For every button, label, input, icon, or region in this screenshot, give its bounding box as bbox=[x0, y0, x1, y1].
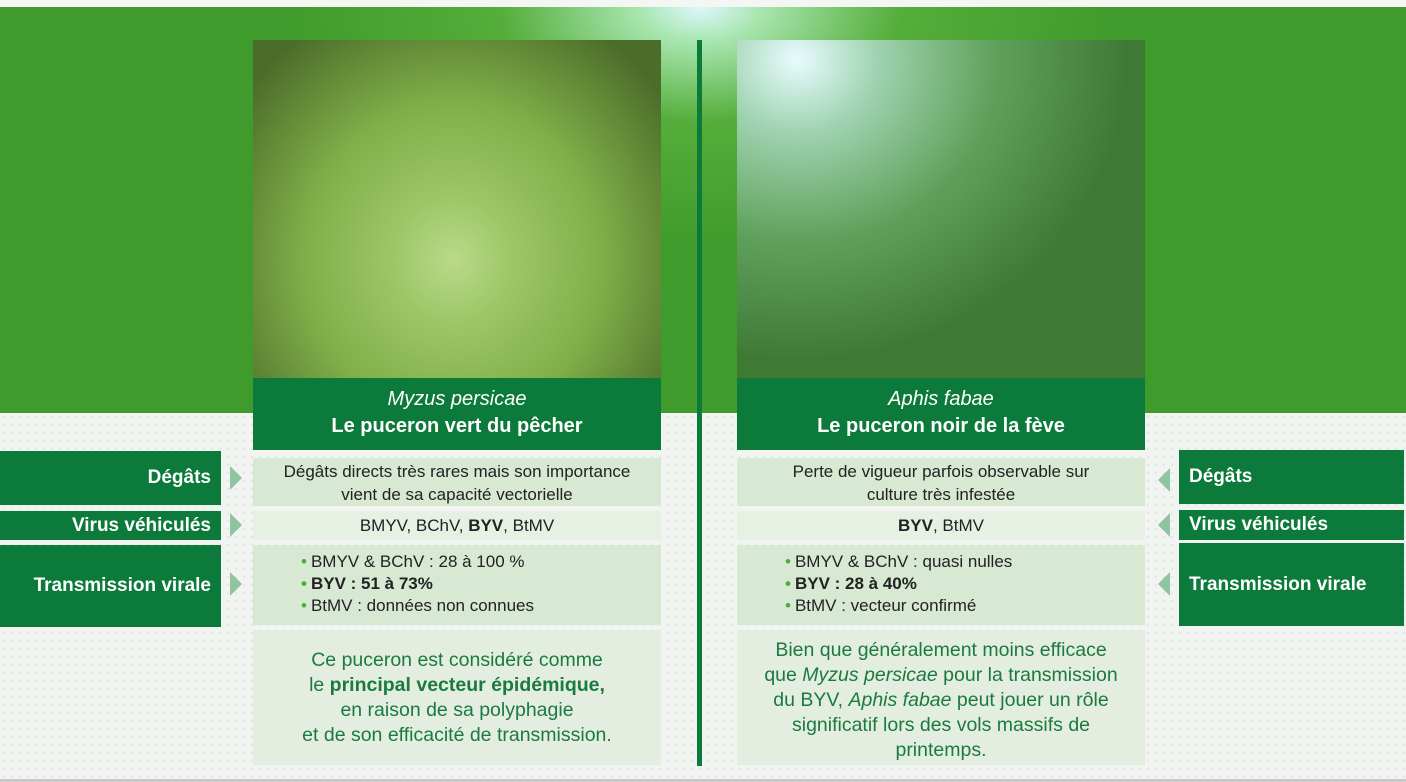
top-green-band bbox=[0, 7, 1406, 413]
degats-text: Perte de vigueur parfois observable sur bbox=[792, 462, 1090, 481]
photo-green-aphid bbox=[253, 40, 661, 378]
note-line: significatif lors des vols massifs de bbox=[791, 714, 1091, 736]
label-degats-right: Dégâts bbox=[1179, 450, 1404, 504]
label-virus-left: Virus véhiculés bbox=[0, 511, 221, 540]
list-item: • BYV : 28 à 40% bbox=[785, 574, 917, 593]
bottom-border bbox=[0, 779, 1406, 782]
arrow-left-icon bbox=[1158, 468, 1170, 492]
list-item: • BMYV & BChV : quasi nulles bbox=[785, 552, 1013, 571]
list-item: • BtMV : vecteur confirmé bbox=[785, 596, 977, 615]
virus-text: , BtMV bbox=[932, 516, 984, 535]
card-myzus-persicae: Myzus persicae Le puceron vert du pêcher… bbox=[253, 40, 661, 765]
common-name: Le puceron vert du pêcher bbox=[331, 415, 583, 437]
degats-text: vient de sa capacité vectorielle bbox=[341, 485, 573, 504]
arrow-right-icon bbox=[230, 466, 242, 490]
note-line: le principal vecteur épidémique, bbox=[309, 674, 605, 696]
arrow-left-icon bbox=[1158, 513, 1170, 537]
scientific-name: Myzus persicae bbox=[387, 388, 527, 410]
virus-row: BMYV, BChV, BYV, BtMV bbox=[253, 511, 661, 540]
note-line: et de son efficacité de transmission. bbox=[302, 724, 612, 746]
list-item: • BtMV : données non connues bbox=[301, 596, 534, 615]
common-name: Le puceron noir de la fève bbox=[817, 415, 1065, 437]
label-virus-right: Virus véhiculés bbox=[1179, 510, 1404, 540]
note-line: Bien que généralement moins efficace bbox=[775, 639, 1107, 661]
transmission-row: • BMYV & BChV : quasi nulles • BYV : 28 à … bbox=[737, 545, 1145, 625]
card-header: Myzus persicae Le puceron vert du pêcher bbox=[253, 378, 661, 450]
note-line: en raison de sa polyphagie bbox=[340, 699, 574, 721]
virus-text: , BtMV bbox=[503, 516, 555, 535]
scientific-name: Aphis fabae bbox=[888, 388, 994, 410]
note-line: printemps. bbox=[895, 739, 987, 761]
degats-row: Dégâts directs très rares mais son impor… bbox=[253, 458, 661, 506]
label-transmission-right: Transmission virale bbox=[1179, 543, 1404, 626]
degats-row: Perte de vigueur parfois observable sur … bbox=[737, 458, 1145, 506]
card-header: Aphis fabae Le puceron noir de la fève bbox=[737, 378, 1145, 450]
note-line: du BYV, Aphis fabae peut jouer un rôle bbox=[773, 689, 1109, 711]
center-divider bbox=[697, 40, 702, 766]
arrow-right-icon bbox=[230, 513, 242, 537]
degats-text: Dégâts directs très rares mais son impor… bbox=[283, 462, 631, 481]
degats-text: culture très infestée bbox=[866, 485, 1016, 504]
transmission-row: • BMYV & BChV : 28 à 100 % • BYV : 51 à 73… bbox=[253, 545, 661, 625]
label-transmission-left: Transmission virale bbox=[0, 545, 221, 627]
label-degats-left: Dégâts bbox=[0, 451, 221, 505]
photo-black-aphid bbox=[737, 40, 1145, 378]
summary-note: Ce puceron est considéré comme le princi… bbox=[253, 630, 661, 765]
virus-text: BMYV, BChV, bbox=[359, 516, 469, 535]
virus-text-bold: BYV bbox=[468, 516, 504, 535]
arrow-left-icon bbox=[1158, 572, 1170, 596]
summary-note: Bien que généralement moins efficace que… bbox=[737, 630, 1145, 765]
note-line: que Myzus persicae pour la transmission bbox=[764, 664, 1118, 686]
virus-text-bold: BYV bbox=[898, 516, 933, 535]
note-line: Ce puceron est considéré comme bbox=[311, 649, 603, 671]
list-item: • BMYV & BChV : 28 à 100 % bbox=[301, 552, 525, 571]
virus-row: BYV, BtMV bbox=[737, 511, 1145, 540]
card-aphis-fabae: Aphis fabae Le puceron noir de la fève P… bbox=[737, 40, 1145, 765]
arrow-right-icon bbox=[230, 572, 242, 596]
list-item: • BYV : 51 à 73% bbox=[301, 574, 433, 593]
